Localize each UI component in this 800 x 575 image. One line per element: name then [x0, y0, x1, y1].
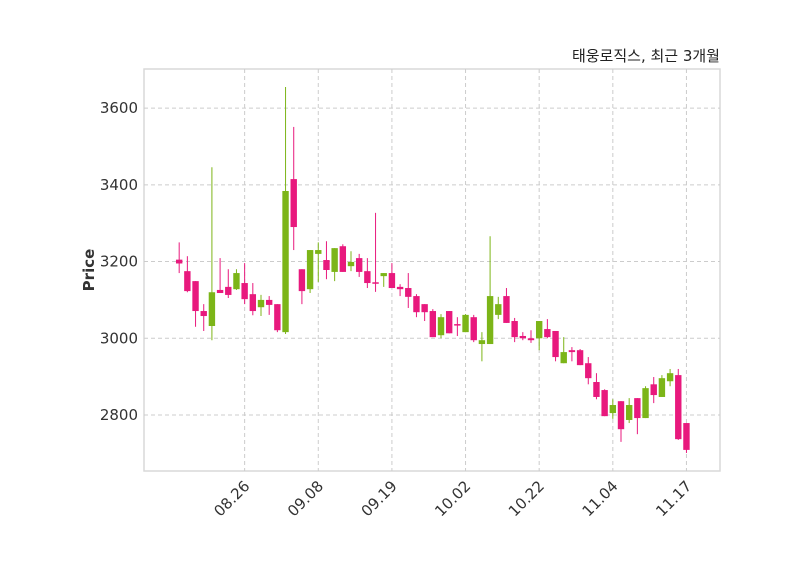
- candle-body: [568, 350, 576, 353]
- candle-body: [274, 304, 281, 331]
- candle-body: [495, 304, 502, 315]
- y-tick-label: 3400: [100, 176, 138, 194]
- candle-body: [486, 296, 494, 345]
- candle-body: [683, 423, 690, 450]
- candle-body: [544, 329, 551, 338]
- candle-body: [503, 296, 510, 323]
- candle-body: [364, 271, 371, 284]
- candle-body: [208, 292, 216, 327]
- candle-body: [421, 304, 428, 313]
- x-tick-label: 09.19: [358, 477, 401, 520]
- candle-body: [560, 352, 567, 364]
- candle-body: [462, 314, 469, 333]
- x-tick-label: 11.04: [579, 477, 622, 520]
- candle-body: [249, 294, 257, 312]
- candle-body: [298, 269, 306, 292]
- candle-body: [380, 273, 387, 277]
- chart-title: 태웅로직스, 최근 3개월: [571, 47, 720, 65]
- candle-body: [405, 288, 412, 297]
- candle-body: [576, 350, 584, 366]
- candle-body: [445, 311, 453, 334]
- candle-body: [233, 273, 240, 290]
- candle-body: [609, 405, 617, 414]
- candle-body: [437, 317, 445, 336]
- candle-body: [323, 260, 330, 270]
- candle-body: [192, 281, 199, 312]
- candle-body: [527, 338, 535, 341]
- x-tick-label: 09.08: [284, 477, 327, 520]
- candle-body: [315, 250, 322, 254]
- candle-body: [216, 289, 224, 294]
- candle-body: [601, 390, 608, 417]
- candle-body: [617, 401, 625, 430]
- candle-body: [331, 248, 338, 272]
- candle-body: [200, 311, 207, 317]
- candle-body: [372, 282, 379, 284]
- candle-body: [478, 340, 486, 345]
- candle-body: [634, 398, 641, 419]
- y-tick-label: 2800: [100, 406, 138, 424]
- candle-body: [511, 321, 518, 338]
- y-tick-label: 3200: [100, 253, 138, 271]
- candle-body: [552, 330, 559, 358]
- candle-body: [650, 384, 657, 396]
- candle-body: [396, 286, 404, 290]
- candle-body: [184, 271, 191, 292]
- candle-body: [675, 375, 682, 440]
- candle-body: [282, 190, 289, 333]
- candle-body: [306, 250, 314, 290]
- x-tick-label: 10.22: [505, 477, 548, 520]
- candle-body: [413, 296, 420, 313]
- candle-body: [355, 258, 363, 272]
- candle-body: [585, 363, 592, 379]
- candle-body: [666, 373, 674, 382]
- candle-body: [339, 246, 347, 272]
- y-tick-label: 3000: [100, 329, 138, 347]
- candle-body: [290, 179, 297, 228]
- candle-body: [257, 299, 265, 308]
- y-axis-label: Price: [80, 249, 98, 292]
- candle-body: [535, 321, 543, 339]
- candle-body: [347, 261, 355, 267]
- candle-body: [429, 311, 437, 338]
- candle-body: [658, 378, 666, 397]
- candle-body: [519, 335, 527, 339]
- candle-body: [265, 299, 273, 305]
- x-tick-label: 08.26: [210, 477, 253, 520]
- candle-body: [470, 317, 477, 341]
- candle-body: [454, 324, 461, 326]
- candle-body: [642, 388, 649, 419]
- plot-frame: [143, 68, 721, 472]
- x-tick-label: 10.02: [431, 477, 474, 520]
- candle-body: [388, 273, 396, 289]
- x-tick-label: 11.17: [652, 477, 695, 520]
- y-tick-label: 3600: [100, 99, 138, 117]
- candle-body: [593, 382, 600, 397]
- candle-body: [175, 259, 183, 264]
- candle-body: [225, 286, 232, 295]
- candle-body: [625, 405, 633, 420]
- candle-body: [241, 283, 248, 300]
